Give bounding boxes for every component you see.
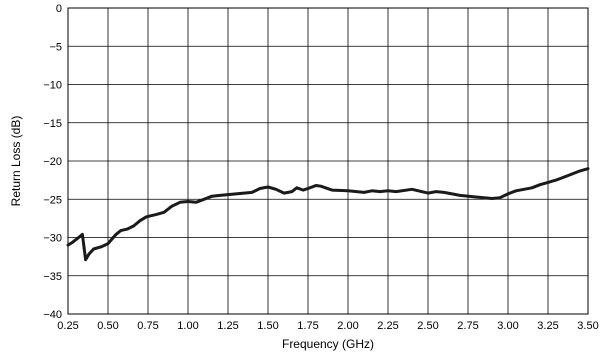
y-tick-label: 0	[56, 3, 62, 15]
x-tick-label: 2.50	[417, 320, 438, 332]
y-axis-title: Return Loss (dB)	[9, 116, 23, 207]
x-tick-label: 1.75	[297, 320, 318, 332]
x-tick-label: 1.00	[177, 320, 198, 332]
series-line-return-loss	[66, 167, 590, 262]
y-tick-labels: 0 −5 −10 −15 −20 −25 −30 −35 −40	[43, 3, 62, 321]
x-tick-label: 0.25	[57, 320, 78, 332]
x-tick-label: 3.50	[577, 320, 598, 332]
y-tick-label: −35	[43, 271, 62, 283]
y-tick-label: −15	[43, 118, 62, 130]
x-tick-label: 0.75	[137, 320, 158, 332]
y-tick-label: −10	[43, 80, 62, 92]
grid-lines	[67, 7, 589, 315]
x-axis-title: Frequency (GHz)	[282, 337, 374, 351]
x-tick-labels: 0.25 0.50 0.75 1.00 1.25 1.50 1.75 2.00 2.25 2.50…	[57, 320, 598, 332]
x-tick-label: 1.50	[257, 320, 278, 332]
x-tick-label: 2.25	[377, 320, 398, 332]
y-tick-label: −25	[43, 194, 62, 206]
x-tick-label: 0.50	[97, 320, 118, 332]
y-tick-label: −40	[43, 309, 62, 321]
x-tick-label: 2.00	[337, 320, 358, 332]
plot-frame	[67, 7, 589, 315]
y-tick-label: −20	[43, 156, 62, 168]
x-tick-label: 3.25	[537, 320, 558, 332]
y-tick-label: −5	[49, 41, 62, 53]
x-tick-label: 3.00	[497, 320, 518, 332]
x-tick-label: 1.25	[217, 320, 238, 332]
series-layer	[66, 167, 590, 262]
y-tick-label: −30	[43, 233, 62, 245]
x-tick-label: 2.75	[457, 320, 478, 332]
